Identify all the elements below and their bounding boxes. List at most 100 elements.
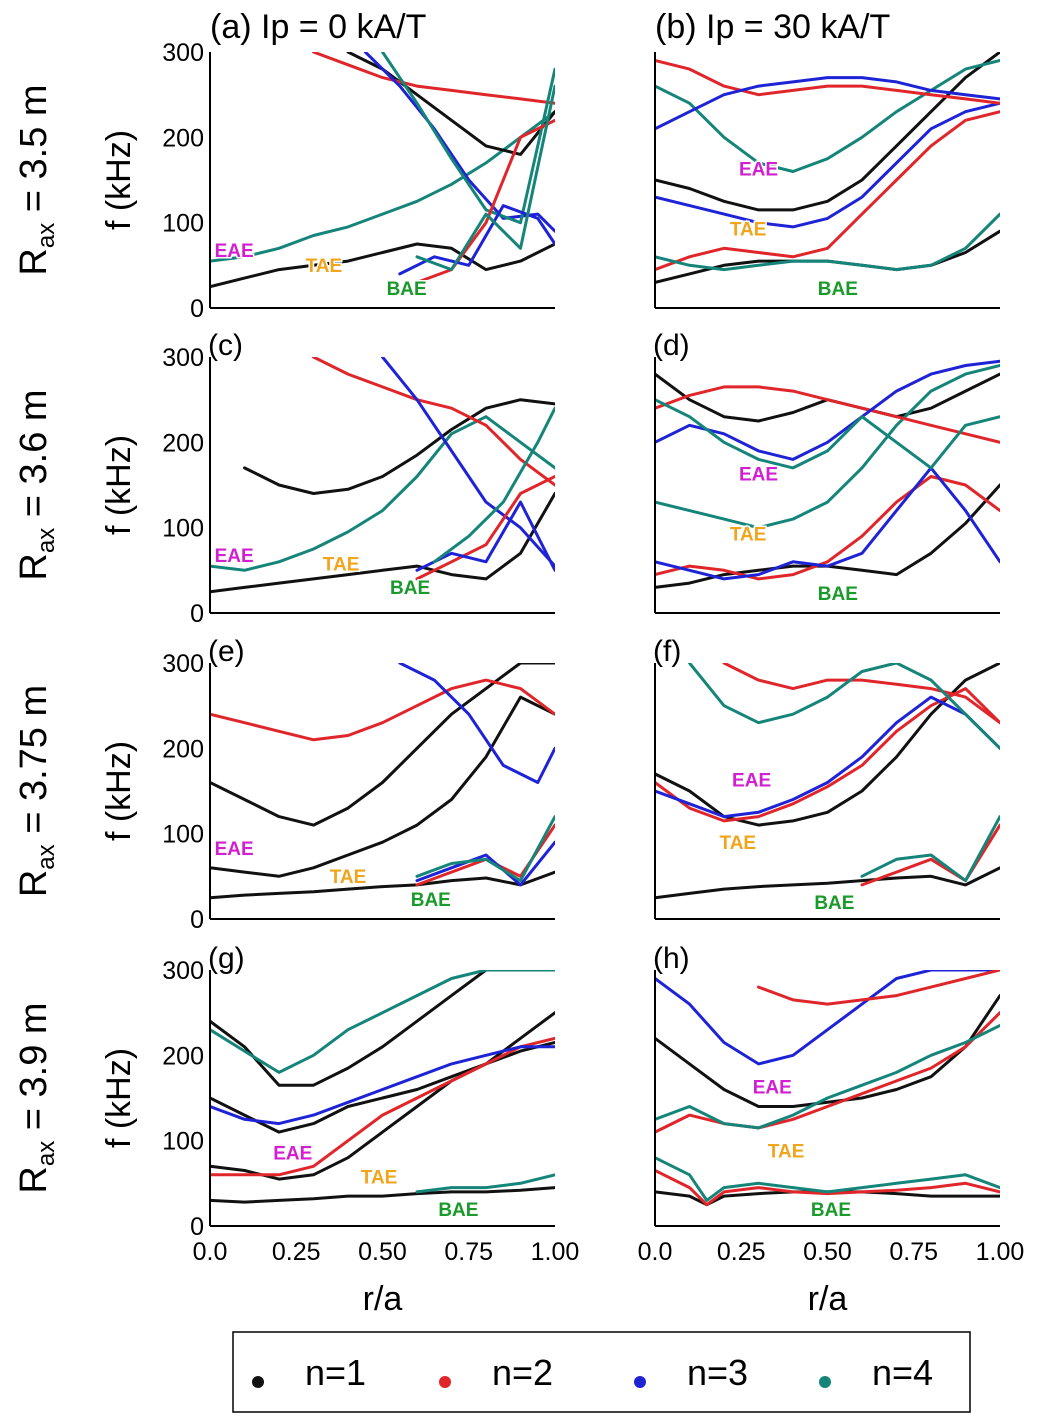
series-line-n1 (210, 1186, 555, 1204)
row-label-rest: = 3.5 m (13, 84, 55, 222)
legend-box (232, 1331, 971, 1413)
legend-marker-n4 (819, 1376, 831, 1388)
annotation-bae: BAE (818, 584, 858, 605)
x-tick-label: 0.25 (272, 1238, 321, 1266)
annotation-bae: BAE (390, 578, 430, 599)
series-line-n3 (655, 970, 1000, 1066)
series-line-n3 (210, 1045, 555, 1126)
x-tick-label: 0.75 (444, 1238, 493, 1266)
y-axis-title: f (kHz) (100, 741, 138, 841)
legend-label: n=2 (492, 1352, 553, 1393)
y-axis-title: f (kHz) (100, 130, 138, 230)
x-tick-label: 0.75 (889, 1238, 938, 1266)
row-label-rest: = 3.9 m (13, 1002, 55, 1140)
annotation-bae: BAE (387, 279, 427, 300)
series-line-n1 (210, 695, 555, 878)
series-line-n4 (860, 815, 1000, 883)
annotation-tae: TAE (768, 1142, 805, 1163)
row-label-rest: = 3.6 m (13, 389, 55, 527)
x-tick-label: 1.00 (531, 1238, 580, 1266)
series-line-n3 (655, 76, 1000, 131)
series-line-n2 (415, 118, 555, 284)
panel-f: (f) EAE TAE BAE (653, 635, 1000, 920)
series-line-n2 (757, 970, 1000, 1006)
panel-h: 0.0 0.25 0.50 0.75 1.00 (h) EAE TAE BAE (638, 942, 1025, 1266)
series-line-n3 (363, 52, 555, 233)
annotation-eae: EAE (753, 1078, 792, 1099)
annotation-tae: TAE (720, 833, 757, 854)
series-line-n4 (432, 406, 555, 564)
series-line-n4 (381, 52, 555, 225)
y-tick-label: 0 (190, 906, 204, 934)
annotation-bae: BAE (411, 890, 451, 911)
annotation-tae: TAE (323, 554, 360, 575)
y-tick-label: 0 (190, 1213, 204, 1241)
panel-curves (655, 970, 1000, 1207)
y-tick-label: 300 (162, 39, 204, 67)
column-title: (b) Ip = 30 kA/T (655, 8, 890, 46)
panel-a: 0 100 200 300 f (kHz) EAE TAE BAE (100, 39, 555, 323)
row-label-sub: ax (33, 1141, 60, 1166)
annotation-eae: EAE (273, 1143, 312, 1164)
series-line-n1 (655, 663, 1000, 827)
series-line-n2 (415, 475, 555, 581)
legend-marker-n2 (439, 1376, 451, 1388)
row-label-main: R (13, 553, 55, 580)
annotation-eae: EAE (739, 465, 778, 486)
x-axis-title: r/a (363, 1280, 403, 1318)
y-axis-title: f (kHz) (100, 1048, 138, 1148)
y-tick-label: 0 (190, 600, 204, 628)
panel-d: (d) EAE TAE BAE (653, 329, 1000, 614)
x-tick-label: 1.00 (976, 1238, 1025, 1266)
annotation-eae: EAE (739, 160, 778, 181)
panel-grid: 0 100 200 300 f (kHz) EAE TAE BAE EAE TAE BAE 0 100 2… (100, 39, 1024, 1266)
panel-c: 0 100 200 300 f (kHz) (c) EAE TAE BAE (100, 329, 555, 628)
series-line-n1 (243, 398, 555, 495)
series-line-n2 (722, 663, 1000, 725)
annotation-bae: BAE (811, 1200, 851, 1221)
series-line-n2 (655, 687, 1000, 823)
series-line-n4 (655, 1156, 1000, 1202)
annotation-bae: BAE (818, 279, 858, 300)
row-label: Rax = 3.75 m (13, 685, 60, 897)
series-line-n3 (655, 101, 1000, 229)
y-tick-label: 200 (162, 429, 204, 457)
column-titles: (a) Ip = 0 kA/T (b) Ip = 30 kA/T (210, 8, 890, 46)
panel-label: (g) (208, 942, 245, 975)
series-line-n2 (655, 110, 1000, 272)
series-line-n4 (655, 364, 1000, 530)
series-line-n4 (655, 59, 1000, 173)
series-line-n4 (210, 110, 555, 263)
legend-label: n=3 (687, 1352, 748, 1393)
panel-curves (210, 970, 555, 1204)
panel-curves (655, 52, 1000, 284)
series-line-n1 (210, 492, 555, 594)
y-tick-label: 200 (162, 1042, 204, 1070)
series-line-n1 (210, 242, 555, 289)
series-line-n2 (210, 678, 555, 742)
series-line-n4 (655, 398, 1000, 470)
row-label: Rax = 3.9 m (13, 1002, 60, 1193)
series-line-n4 (688, 663, 1000, 750)
x-axis-labels: r/a r/a (363, 1280, 848, 1318)
annotation-bae: BAE (438, 1200, 478, 1221)
panel-curves (210, 52, 555, 289)
annotation-eae: EAE (215, 241, 254, 262)
panel-curves (210, 663, 555, 900)
y-axis-title: f (kHz) (100, 435, 138, 535)
row-label-rest: = 3.75 m (13, 685, 55, 844)
panel-b: EAE TAE BAE (654, 52, 1000, 309)
series-line-n2 (655, 59, 1000, 105)
column-title: (a) Ip = 0 kA/T (210, 8, 426, 46)
annotation-eae: EAE (732, 771, 771, 792)
series-line-n1 (210, 663, 555, 827)
series-line-n1 (655, 52, 1000, 212)
series-line-n4 (415, 1173, 555, 1194)
series-line-n4 (415, 84, 555, 272)
y-tick-label: 300 (162, 344, 204, 372)
series-line-n2 (312, 357, 555, 487)
series-line-n3 (655, 695, 1000, 819)
series-line-n1 (210, 1011, 555, 1181)
series-line-n2 (655, 1169, 1000, 1207)
